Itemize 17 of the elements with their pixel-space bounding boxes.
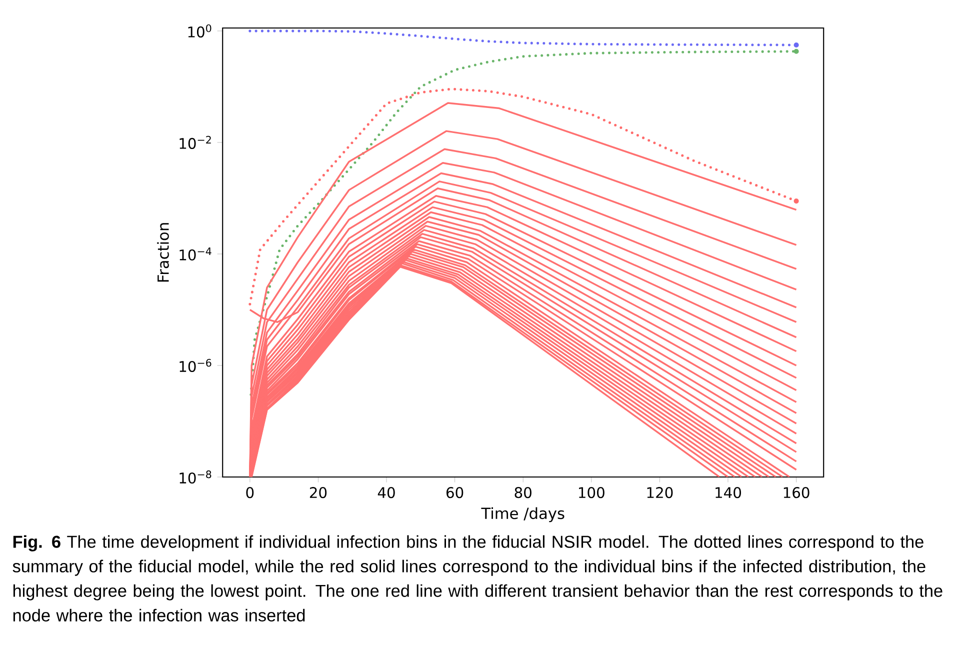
x-tick-label: 0 xyxy=(246,487,254,498)
x-tick-label: 80 xyxy=(514,487,532,498)
y-axis-title: Fraction xyxy=(157,223,169,282)
x-axis-title: Time /days xyxy=(481,507,564,522)
x-tick-label: 100 xyxy=(579,487,604,498)
y-tick-label: 10$^{−8}$ xyxy=(180,470,212,484)
x-tick-label: 140 xyxy=(716,487,741,498)
x-tick-label: 40 xyxy=(378,487,395,498)
x-tick-label: 120 xyxy=(647,487,673,498)
y-tick-label: 10$^{−4}$ xyxy=(180,247,212,260)
y-tick-label: 10$^{−2}$ xyxy=(180,136,211,150)
x-tick-label: 160 xyxy=(784,487,810,498)
text: Fig. 6 The time development if individual infection bins in the fiducial NSIR model. The dotted lines correspond to the summary of the fiducial model, while the red solid lines correspond to the individual bins if the infected distribution, the highest degree being the lowest point. The one red line with different transient behavior than the rest corresponds to the node where the infection was inserted xyxy=(12,535,942,622)
x-tick-label: 20 xyxy=(310,487,327,498)
x-tick-label: 60 xyxy=(446,487,464,498)
y-tick-label: 10$^{−6}$ xyxy=(180,358,212,372)
y-tick-label: 10$^{0}$ xyxy=(188,24,212,38)
